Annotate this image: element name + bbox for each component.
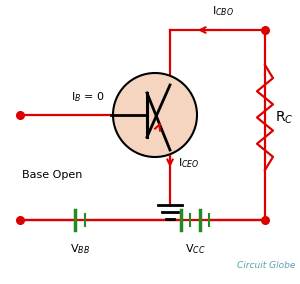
Text: V$_{CC}$: V$_{CC}$ (185, 242, 205, 256)
Text: Base Open: Base Open (22, 170, 82, 180)
Text: I$_{CBO}$: I$_{CBO}$ (212, 4, 233, 18)
Text: I$_B$ = 0: I$_B$ = 0 (71, 90, 105, 104)
Text: R$_C$: R$_C$ (275, 109, 294, 126)
Text: V$_{BB}$: V$_{BB}$ (70, 242, 90, 256)
Circle shape (113, 73, 197, 157)
Text: I$_{CEO}$: I$_{CEO}$ (178, 156, 200, 170)
Text: Circuit Globe: Circuit Globe (237, 261, 295, 270)
